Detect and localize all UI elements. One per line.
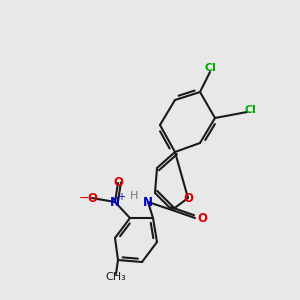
Text: −: − [79,191,89,205]
Text: O: O [183,191,193,205]
Text: O: O [87,191,97,205]
Text: H: H [130,191,138,201]
Text: +: + [117,192,125,202]
Text: O: O [197,212,207,224]
Text: N: N [110,196,120,208]
Text: Cl: Cl [204,63,216,73]
Text: N: N [143,196,153,208]
Text: O: O [113,176,123,190]
Text: CH₃: CH₃ [106,272,126,282]
Text: Cl: Cl [244,105,256,115]
